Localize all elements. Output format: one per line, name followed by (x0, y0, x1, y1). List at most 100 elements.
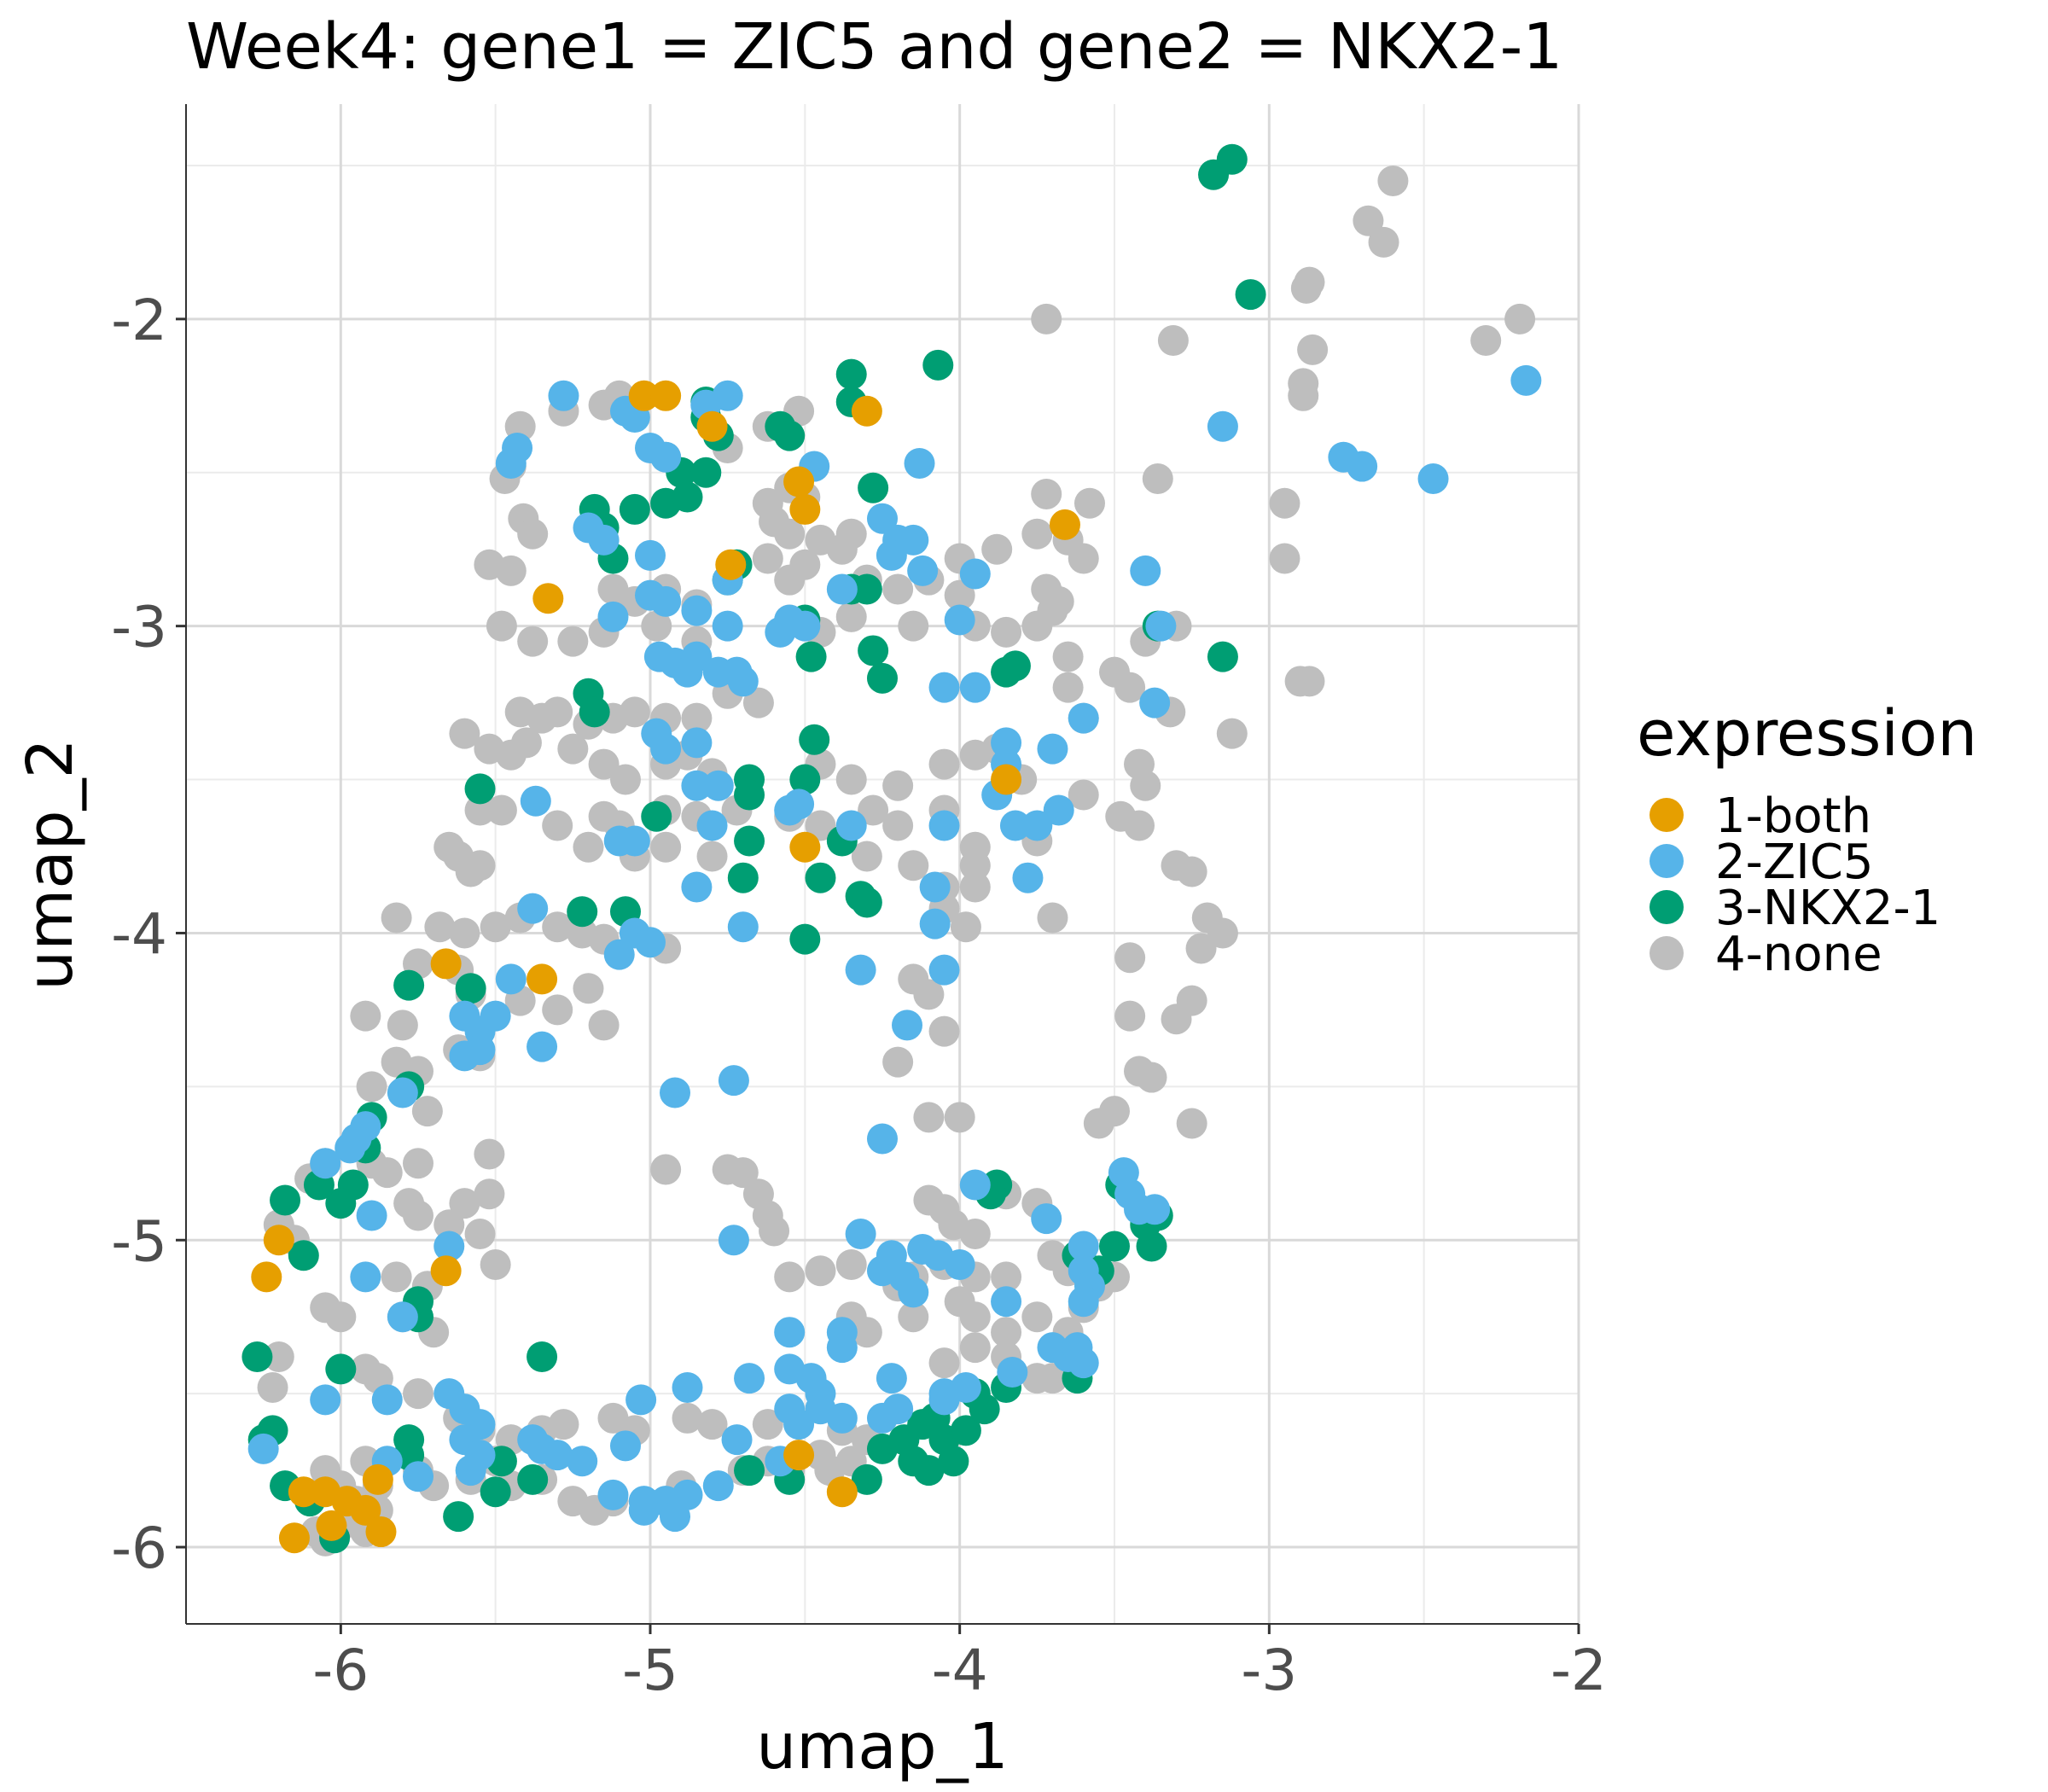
point-3-nkx2-1 (734, 1455, 765, 1487)
point-1-both (288, 1476, 319, 1508)
point-2-zic5 (991, 727, 1022, 759)
point-4-none (959, 871, 991, 903)
point-4-none (403, 1148, 433, 1179)
point-4-none (510, 727, 542, 759)
point-4-none (696, 841, 728, 872)
point-4-none (882, 770, 914, 801)
y-tick-label: -6 (111, 1516, 167, 1581)
point-4-none (542, 911, 573, 943)
point-2-zic5 (1031, 1203, 1062, 1235)
point-2-zic5 (721, 1424, 753, 1456)
point-1-both (991, 764, 1022, 795)
x-tick-label: -4 (932, 1638, 988, 1703)
y-tick-label: -2 (111, 288, 167, 353)
point-2-zic5 (660, 1501, 691, 1533)
y-tick-label: -5 (111, 1208, 167, 1274)
point-4-none (1269, 487, 1300, 519)
point-2-zic5 (783, 1409, 815, 1440)
point-3-nkx2-1 (464, 773, 496, 805)
point-3-nkx2-1 (517, 1463, 549, 1495)
point-4-none (1114, 1000, 1146, 1032)
point-4-none (1068, 543, 1099, 574)
point-2-zic5 (959, 558, 991, 590)
point-1-both (316, 1510, 347, 1541)
point-4-none (387, 1009, 418, 1041)
point-4-none (1176, 985, 1207, 1016)
point-1-both (789, 493, 821, 525)
point-4-none (882, 1046, 914, 1078)
data-points (241, 143, 1542, 1556)
point-2-zic5 (356, 1200, 387, 1231)
point-2-zic5 (845, 954, 876, 986)
point-4-none (449, 917, 480, 949)
point-2-zic5 (520, 785, 551, 817)
point-2-zic5 (928, 1384, 960, 1416)
point-3-nkx2-1 (443, 1501, 474, 1533)
point-4-none (835, 1249, 867, 1281)
point-2-zic5 (517, 893, 549, 924)
point-4-none (1504, 303, 1536, 335)
legend-label: 2-ZIC5 (1715, 835, 1873, 890)
point-4-none (959, 850, 991, 881)
point-2-zic5 (650, 585, 682, 617)
point-2-zic5 (371, 1384, 403, 1416)
point-4-none (1037, 1363, 1068, 1394)
point-4-none (991, 1261, 1022, 1293)
point-2-zic5 (247, 1433, 279, 1464)
point-2-zic5 (898, 524, 929, 556)
point-2-zic5 (387, 1301, 418, 1333)
point-4-none (752, 1409, 783, 1440)
point-4-none (898, 850, 929, 881)
point-4-none (928, 1015, 960, 1047)
point-2-zic5 (1062, 1332, 1093, 1364)
point-2-zic5 (1347, 451, 1378, 482)
point-4-none (1185, 933, 1217, 964)
x-tick-label: -3 (1241, 1638, 1297, 1703)
point-2-zic5 (826, 1402, 858, 1434)
point-4-none (991, 1317, 1022, 1348)
point-4-none (1288, 380, 1319, 411)
point-4-none (1021, 518, 1053, 550)
point-3-nkx2-1 (325, 1188, 357, 1219)
point-3-nkx2-1 (619, 493, 650, 525)
point-1-both (362, 1463, 393, 1495)
point-3-nkx2-1 (898, 1446, 929, 1477)
point-3-nkx2-1 (734, 825, 765, 857)
point-4-none (1037, 902, 1068, 934)
point-2-zic5 (1037, 733, 1068, 765)
point-2-zic5 (898, 1277, 929, 1308)
point-2-zic5 (603, 939, 635, 970)
point-2-zic5 (712, 610, 743, 642)
point-2-zic5 (387, 1077, 418, 1108)
point-2-zic5 (774, 604, 806, 636)
point-4-none (650, 831, 682, 863)
point-4-none (959, 1332, 991, 1364)
point-3-nkx2-1 (799, 724, 830, 755)
point-4-none (959, 1301, 991, 1333)
point-4-none (774, 564, 806, 596)
point-4-none (517, 625, 549, 657)
point-2-zic5 (1139, 687, 1171, 719)
point-1-both (430, 948, 462, 980)
point-4-none (928, 1347, 960, 1379)
point-2-zic5 (734, 1363, 765, 1394)
point-4-none (464, 1219, 496, 1250)
point-3-nkx2-1 (734, 779, 765, 811)
point-2-zic5 (1145, 610, 1177, 642)
point-4-none (805, 1255, 836, 1287)
x-axis-ticks: -6 -5 -4 -3 -2 (312, 1624, 1607, 1703)
point-1-both (851, 395, 882, 427)
point-3-nkx2-1 (922, 349, 954, 381)
point-4-none (371, 1157, 403, 1189)
point-4-none (1130, 770, 1161, 801)
point-2-zic5 (455, 1455, 486, 1487)
point-4-none (449, 718, 480, 749)
point-2-zic5 (922, 1240, 954, 1271)
point-3-nkx2-1 (241, 1341, 273, 1372)
point-4-none (898, 1301, 929, 1333)
point-2-zic5 (650, 441, 682, 473)
point-2-zic5 (350, 1261, 381, 1293)
point-3-nkx2-1 (1235, 279, 1266, 311)
